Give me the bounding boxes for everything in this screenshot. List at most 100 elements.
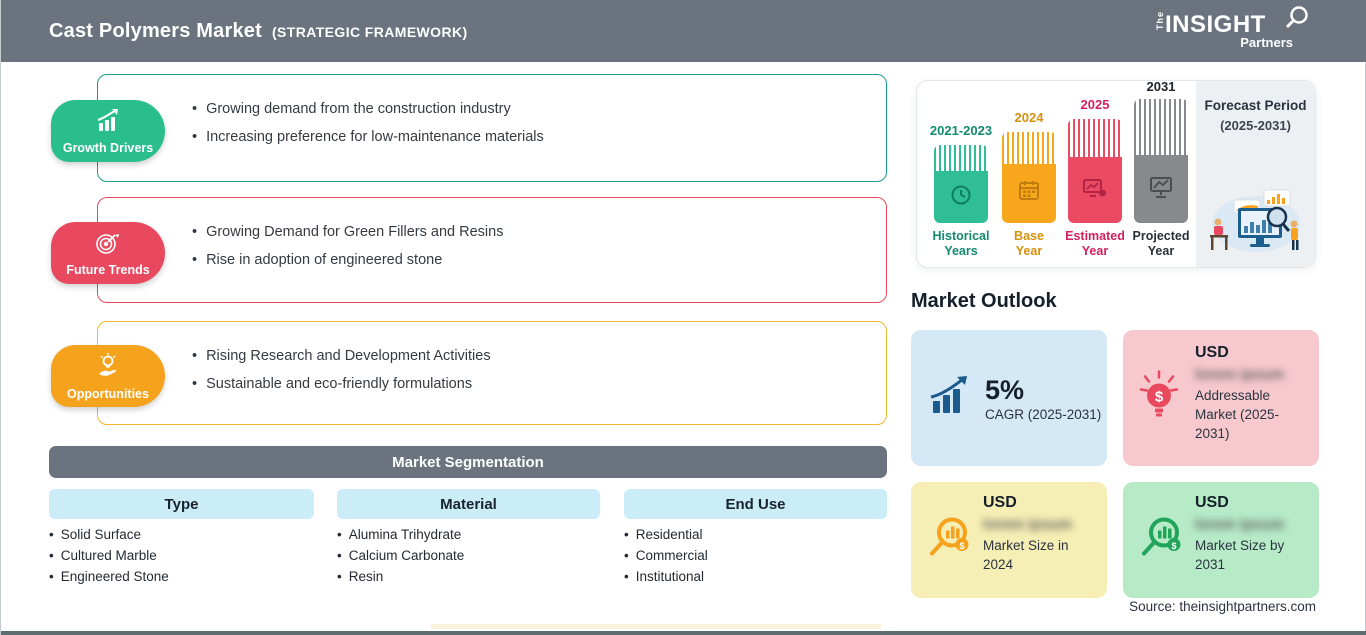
badge-label: Opportunities	[67, 386, 149, 401]
projection-screen-icon	[1147, 174, 1175, 205]
growth-drivers-box: Growing demand from the construction ind…	[97, 74, 887, 182]
analysts-dashboard-illustration	[1204, 176, 1307, 261]
label-line: Base	[1014, 229, 1044, 243]
opportunities-list: Rising Research and Development Activiti…	[192, 342, 886, 398]
logo-the-text: The	[1155, 10, 1165, 30]
timeline-label: Estimated Year	[1052, 229, 1138, 259]
bar-body	[1002, 164, 1056, 223]
header-title-group: Cast Polymers Market (STRATEGIC FRAMEWOR…	[49, 20, 468, 43]
card-text-group: USD lorem ipsum Market Size in 2024	[983, 494, 1099, 574]
label-line: Years	[944, 244, 978, 258]
market-size-2031-card: $ USD lorem ipsum Market Size by 2031	[1123, 482, 1319, 598]
card-label: Market Size in 2024	[983, 538, 1069, 572]
timeline-card: 2021-2023 2024 2025 2031	[916, 79, 1316, 268]
card-text-group: USD lorem ipsum Market Size by 2031	[1195, 494, 1311, 574]
bulb-hand-icon	[94, 352, 122, 385]
growth-drivers-list: Growing demand from the construction ind…	[192, 95, 886, 151]
masked-value: lorem ipsum	[1195, 516, 1285, 533]
label-line: Year	[1147, 244, 1175, 258]
svg-text:$: $	[1155, 389, 1164, 406]
list-item: Rise in adoption of engineered stone	[192, 246, 886, 274]
header-bar: Cast Polymers Market (STRATEGIC FRAMEWOR…	[1, 0, 1366, 62]
list-item: Residential	[624, 524, 708, 545]
timeline-label: Projected Year	[1118, 229, 1204, 259]
logo-insight-text: INSIGHT	[1165, 11, 1266, 38]
page-subtitle: (STRATEGIC FRAMEWORK)	[271, 23, 468, 40]
opportunities-box: Rising Research and Development Activiti…	[97, 321, 887, 425]
bottom-edge-bar	[1, 631, 1366, 635]
list-item: Sustainable and eco-friendly formulation…	[192, 370, 886, 398]
segment-header-enduse: End Use	[624, 489, 887, 519]
bar-stripes	[1002, 132, 1056, 164]
timeline-year: 2025	[1080, 97, 1110, 112]
masked-value: lorem ipsum	[983, 516, 1073, 533]
timeline-label: Historical Years	[918, 229, 1004, 259]
masked-value: lorem ipsum	[1195, 366, 1285, 383]
forecast-period-panel: Forecast Period (2025-2031)	[1196, 81, 1315, 267]
card-text-group: USD lorem ipsum Addressable Market (2025…	[1195, 344, 1311, 443]
growth-drivers-badge: Growth Drivers	[51, 100, 165, 162]
cagr-text-group: 5% CAGR (2025-2031)	[985, 375, 1101, 422]
calendar-icon	[1016, 178, 1042, 209]
currency-label: USD	[1195, 344, 1229, 361]
timeline-year: 2024	[1014, 110, 1044, 125]
label-line: Year	[1015, 244, 1043, 258]
opportunities-badge: Opportunities	[51, 345, 165, 407]
segmentation-title: Market Segmentation	[392, 453, 544, 471]
forecast-period-title: Forecast Period	[1204, 98, 1307, 113]
magnifier-chart-icon: $	[925, 513, 975, 568]
future-trends-list: Growing Demand for Green Fillers and Res…	[192, 218, 886, 274]
list-item: Cultured Marble	[49, 545, 169, 566]
cagr-card: 5% CAGR (2025-2031)	[911, 330, 1107, 466]
bar-growth-arrow-icon	[927, 375, 973, 422]
target-dart-icon	[94, 230, 122, 261]
segment-header-type: Type	[49, 489, 314, 519]
list-item: Engineered Stone	[49, 566, 169, 587]
list-item: Increasing preference for low-maintenanc…	[192, 123, 886, 151]
label-line: Year	[1081, 244, 1109, 258]
timeline-year: 2031	[1146, 79, 1176, 94]
list-item: Alumina Trihydrate	[337, 524, 464, 545]
estimated-year-bar	[1068, 119, 1122, 223]
segment-header-label: End Use	[725, 495, 786, 513]
projected-year-bar	[1134, 99, 1188, 223]
card-label: Market Size by 2031	[1195, 538, 1285, 572]
market-outlook-title: Market Outlook	[911, 290, 1057, 312]
bar-stripes	[1068, 119, 1122, 157]
logo-partners-text: Partners	[1240, 35, 1293, 50]
bar-stripes	[934, 145, 988, 171]
estimate-monitor-icon	[1081, 175, 1109, 206]
badge-label: Growth Drivers	[62, 140, 154, 155]
segment-header-label: Type	[164, 495, 199, 513]
clock-icon	[948, 182, 974, 213]
bottom-cream-strip	[431, 624, 881, 629]
market-segmentation-bar: Market Segmentation	[49, 446, 887, 478]
currency-label: USD	[983, 494, 1017, 511]
bar-body	[934, 171, 988, 223]
label-line: Estimated	[1065, 229, 1125, 243]
market-size-2024-card: $ USD lorem ipsum Market Size in 2024	[911, 482, 1107, 598]
bulb-dollar-icon: $	[1137, 370, 1181, 427]
svg-text:$: $	[959, 541, 964, 551]
material-list: Alumina Trihydrate Calcium Carbonate Res…	[337, 524, 465, 587]
currency-label: USD	[1195, 494, 1229, 511]
addressable-market-card: $ USD lorem ipsum Addressable Market (20…	[1123, 330, 1319, 466]
base-year-bar	[1002, 132, 1056, 223]
svg-text:$: $	[1171, 541, 1176, 551]
historical-years-bar	[934, 145, 988, 223]
insight-partners-logo: The INSIGHT Partners	[1155, 6, 1308, 55]
future-trends-badge: Future Trends	[51, 222, 165, 284]
badge-label: Future Trends	[66, 262, 150, 277]
segment-header-label: Material	[440, 495, 497, 513]
timeline-label: Base Year	[986, 229, 1072, 259]
enduse-list: Residential Commercial Institutional	[624, 524, 708, 587]
magnifier-lens-icon	[1281, 5, 1311, 40]
bar-body	[1068, 157, 1122, 223]
cagr-value: 5%	[985, 374, 1025, 405]
label-line: Projected	[1132, 229, 1190, 243]
list-item: Growing Demand for Green Fillers and Res…	[192, 218, 886, 246]
label-line: Historical	[932, 229, 990, 243]
source-attribution: Source: theinsightpartners.com	[1129, 599, 1316, 614]
bar-body	[1134, 155, 1188, 223]
